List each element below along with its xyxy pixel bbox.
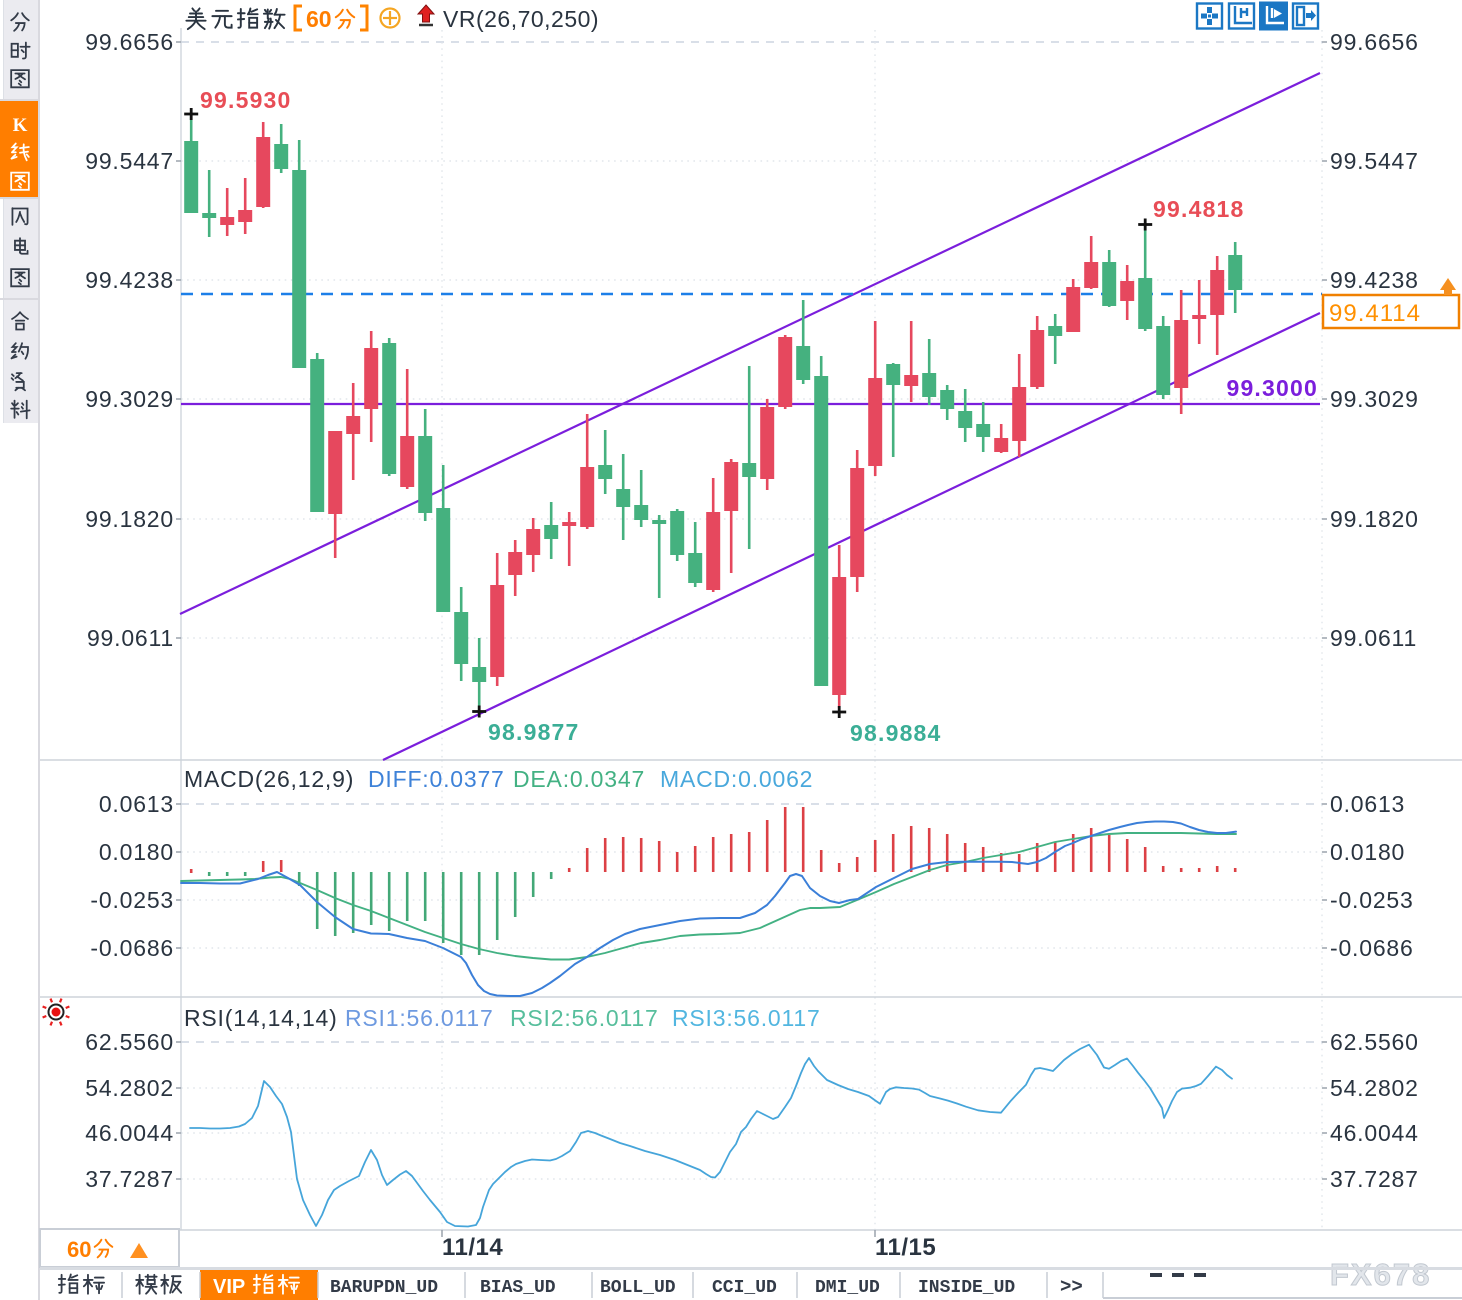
svg-text:99.4238: 99.4238 bbox=[1330, 267, 1419, 293]
svg-text:99.3029: 99.3029 bbox=[85, 386, 174, 412]
svg-text:DIFF:0.0377: DIFF:0.0377 bbox=[368, 766, 505, 792]
svg-text:BARUPDN_UD: BARUPDN_UD bbox=[330, 1278, 438, 1298]
svg-text:FX678: FX678 bbox=[1330, 1257, 1431, 1292]
svg-text:99.6656: 99.6656 bbox=[1330, 29, 1419, 55]
svg-text:DMI_UD: DMI_UD bbox=[815, 1278, 880, 1298]
svg-text:99.4114: 99.4114 bbox=[1329, 300, 1421, 327]
svg-text:0.0613: 0.0613 bbox=[99, 791, 174, 817]
svg-text:99.0611: 99.0611 bbox=[87, 625, 174, 651]
svg-text:RSI(14,14,14): RSI(14,14,14) bbox=[184, 1005, 338, 1031]
svg-text:-0.0686: -0.0686 bbox=[90, 935, 174, 961]
svg-text:11/15: 11/15 bbox=[875, 1234, 936, 1261]
svg-text:-0.0253: -0.0253 bbox=[90, 887, 174, 913]
svg-text:98.9884: 98.9884 bbox=[850, 720, 942, 746]
svg-text:99.4238: 99.4238 bbox=[85, 267, 174, 293]
svg-text:11/14: 11/14 bbox=[442, 1234, 503, 1261]
svg-text:RSI1:56.0117: RSI1:56.0117 bbox=[345, 1005, 494, 1031]
svg-text:60: 60 bbox=[67, 1237, 91, 1262]
svg-text:VR(26,70,250): VR(26,70,250) bbox=[443, 6, 599, 32]
svg-text:CCI_UD: CCI_UD bbox=[712, 1278, 777, 1298]
svg-text:37.7287: 37.7287 bbox=[1330, 1166, 1419, 1192]
svg-text:99.4818: 99.4818 bbox=[1153, 196, 1245, 222]
svg-text:62.5560: 62.5560 bbox=[85, 1029, 174, 1055]
svg-text:>>: >> bbox=[1060, 1276, 1083, 1298]
svg-text:DEA:0.0347: DEA:0.0347 bbox=[513, 766, 645, 792]
svg-text:0.0613: 0.0613 bbox=[1330, 791, 1405, 817]
svg-text:VIP: VIP bbox=[213, 1276, 245, 1298]
svg-text:62.5560: 62.5560 bbox=[1330, 1029, 1419, 1055]
svg-text:99.1820: 99.1820 bbox=[85, 506, 174, 532]
svg-text:0.0180: 0.0180 bbox=[1330, 839, 1405, 865]
svg-text:46.0044: 46.0044 bbox=[85, 1120, 174, 1146]
svg-text:98.9877: 98.9877 bbox=[488, 719, 580, 745]
svg-text:-0.0686: -0.0686 bbox=[1330, 935, 1414, 961]
svg-text:RSI2:56.0117: RSI2:56.0117 bbox=[510, 1005, 659, 1031]
svg-text:99.1820: 99.1820 bbox=[1330, 506, 1419, 532]
svg-text:99.5447: 99.5447 bbox=[1330, 148, 1419, 174]
svg-text:99.0611: 99.0611 bbox=[1330, 625, 1417, 651]
svg-text:K: K bbox=[13, 115, 28, 136]
svg-text:BIAS_UD: BIAS_UD bbox=[480, 1278, 556, 1298]
svg-text:99.5930: 99.5930 bbox=[200, 87, 292, 113]
svg-text:99.5447: 99.5447 bbox=[85, 148, 174, 174]
svg-text:54.2802: 54.2802 bbox=[85, 1075, 174, 1101]
svg-text:46.0044: 46.0044 bbox=[1330, 1120, 1419, 1146]
svg-text:60: 60 bbox=[306, 6, 332, 32]
svg-text:99.3000: 99.3000 bbox=[1226, 375, 1318, 401]
svg-text:37.7287: 37.7287 bbox=[85, 1166, 174, 1192]
svg-text:BOLL_UD: BOLL_UD bbox=[600, 1278, 676, 1298]
svg-text:-0.0253: -0.0253 bbox=[1330, 887, 1414, 913]
svg-text:MACD:0.0062: MACD:0.0062 bbox=[660, 766, 813, 792]
svg-text:99.3029: 99.3029 bbox=[1330, 386, 1419, 412]
svg-text:0.0180: 0.0180 bbox=[99, 839, 174, 865]
svg-text:MACD(26,12,9): MACD(26,12,9) bbox=[184, 766, 354, 792]
svg-text:INSIDE_UD: INSIDE_UD bbox=[918, 1278, 1015, 1298]
svg-text:RSI3:56.0117: RSI3:56.0117 bbox=[672, 1005, 821, 1031]
svg-text:54.2802: 54.2802 bbox=[1330, 1075, 1419, 1101]
svg-text:99.6656: 99.6656 bbox=[85, 29, 174, 55]
